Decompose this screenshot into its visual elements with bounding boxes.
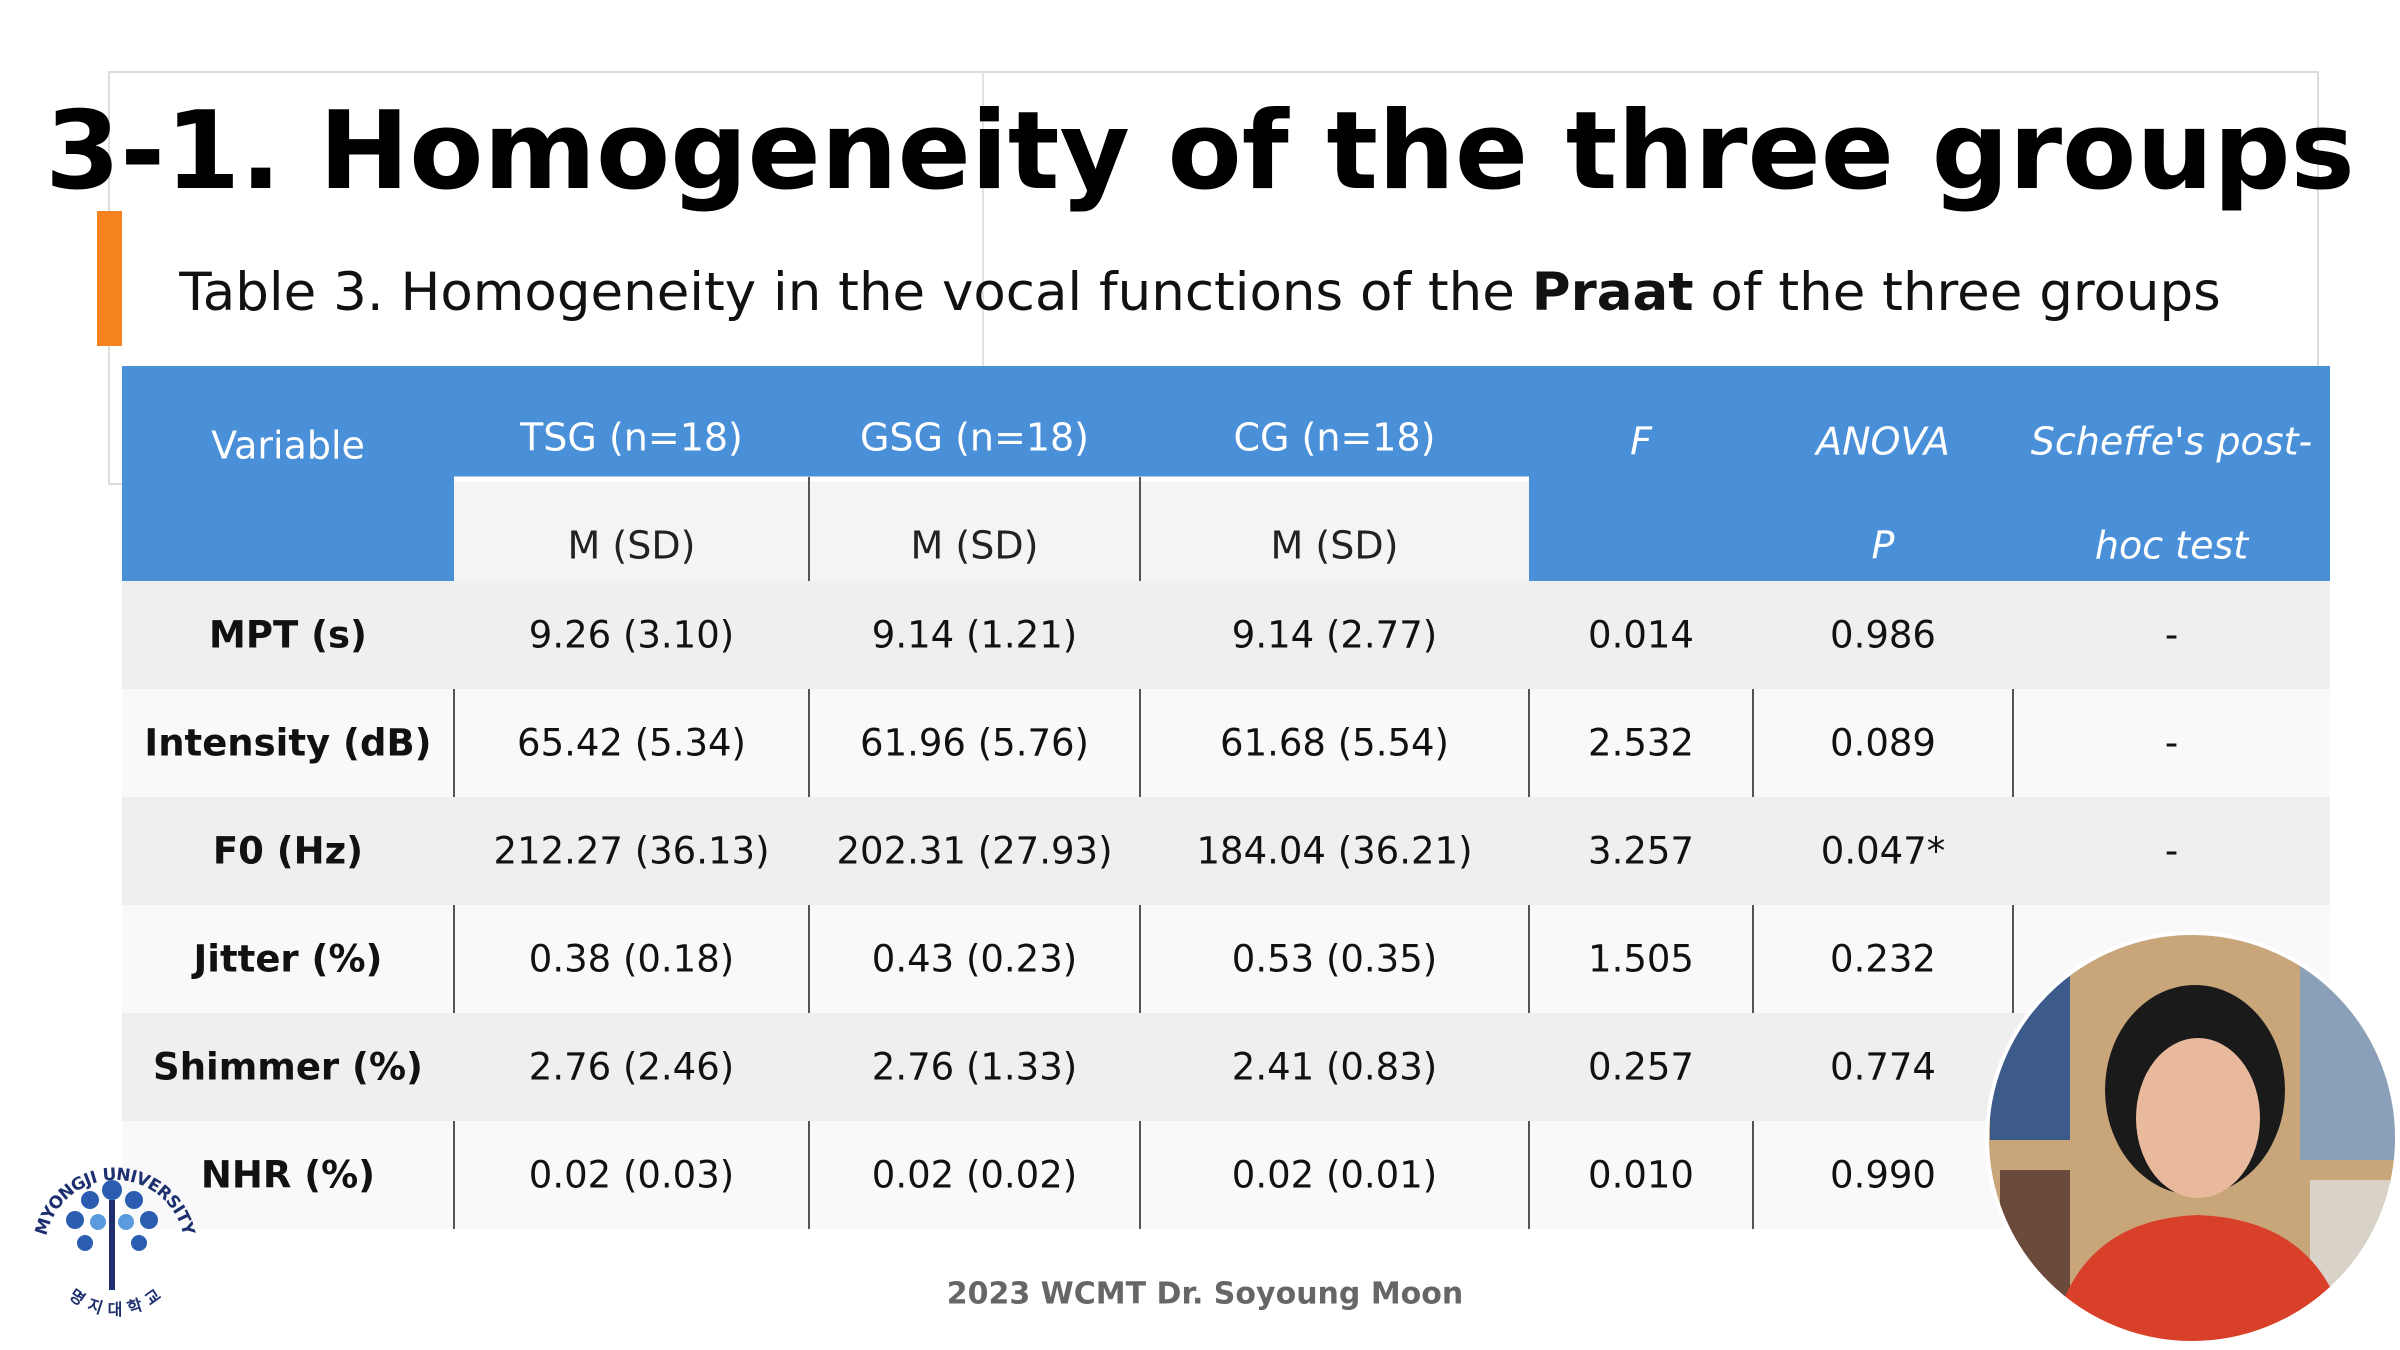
table-cell: 0.089 [1830,722,1936,765]
header-cell: Variable [211,424,365,468]
subheader-cell: M (SD) [1271,524,1399,568]
row-bg [122,1121,2330,1229]
table-cell: 0.02 (0.02) [872,1154,1077,1197]
table-cell: 65.42 (5.34) [517,722,746,765]
subheader-cell: hoc test [2095,524,2250,568]
table-cell: 0.257 [1588,1046,1694,1089]
table-cell: 1.505 [1588,938,1694,981]
accent-bar [97,211,122,346]
table-cell: 9.14 (2.77) [1232,614,1437,657]
table-cell: 212.27 (36.13) [493,830,769,873]
table-cell: - [2165,830,2178,873]
subtitle-text: Table 3. Homogeneity in the vocal functi… [178,262,1532,323]
table-cell: 2.76 (1.33) [872,1046,1077,1089]
subheader-cell: M (SD) [911,524,1039,568]
subheader-bg [454,477,1529,581]
table-cell: 0.43 (0.23) [872,938,1077,981]
row-label: MPT (s) [209,614,367,657]
table-cell: 2.41 (0.83) [1232,1046,1437,1089]
header-cell: TSG (n=18) [519,416,743,460]
table-cell: 2.76 (2.46) [529,1046,734,1089]
subtitle-text: of the three groups [1694,262,2221,323]
table-cell: 0.53 (0.35) [1232,938,1437,981]
table-cell: 0.010 [1588,1154,1694,1197]
table-cell: 9.26 (3.10) [529,614,734,657]
subheader-cell: M (SD) [568,524,696,568]
table-cell: 61.68 (5.54) [1220,722,1449,765]
table-cell: 0.990 [1830,1154,1936,1197]
table-cell: 0.014 [1588,614,1694,657]
table-cell: 0.02 (0.03) [529,1154,734,1197]
table: Variable TSG (n=18) GSG (n=18) CG (n=18) F AN… [122,366,2330,1229]
table-cell: 0.232 [1830,938,1936,981]
table-cell: 0.047* [1821,830,1945,873]
table-cell: 9.14 (1.21) [872,614,1077,657]
table-cell: - [2165,722,2178,765]
table-cell: 2.532 [1588,722,1694,765]
header-cell: Scheffe's post- [2031,420,2312,464]
row-label: NHR (%) [201,1154,375,1197]
row-bg [122,1013,2330,1121]
header-cell: CG (n=18) [1234,416,1436,460]
logo-leaves [66,1180,158,1251]
table-cell: - [2165,614,2178,657]
table-cell: 61.96 (5.76) [860,722,1089,765]
row-label: Intensity (dB) [144,722,431,765]
row-bg [122,689,2330,797]
table-cell: 0.774 [1830,1046,1936,1089]
table-cell: 3.257 [1588,830,1694,873]
row-label: Shimmer (%) [153,1046,423,1089]
row-bg [122,581,2330,689]
row-label: F0 (Hz) [213,830,363,873]
row-label: Jitter (%) [191,938,383,981]
header-cell: F [1630,420,1653,464]
table-cell: 0.986 [1830,614,1936,657]
row-bg [122,905,2330,1013]
title: 3-1. Homogeneity of the three groups [45,89,2355,214]
header-cell: GSG (n=18) [860,416,1089,460]
table-cell: 0.38 (0.18) [529,938,734,981]
subtitle: Table 3. Homogeneity in the vocal functi… [178,262,2221,323]
table-cell: 0.02 (0.01) [1232,1154,1437,1197]
table-cell: 202.31 (27.93) [836,830,1112,873]
header-cell: ANOVA [1813,420,1950,464]
footer: 2023 WCMT Dr. Soyoung Moon [947,1277,1464,1312]
subheader-cell: P [1872,524,1895,568]
table-cell: 184.04 (36.21) [1196,830,1472,873]
subtitle-bold: Praat [1532,262,1694,323]
row-bg [122,797,2330,905]
